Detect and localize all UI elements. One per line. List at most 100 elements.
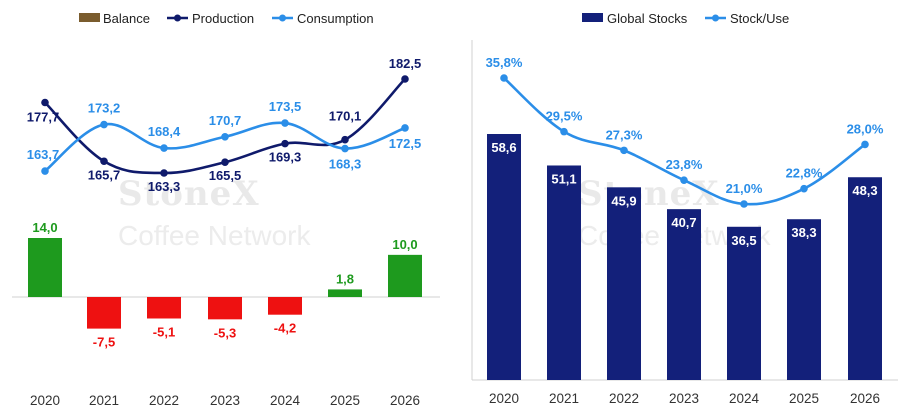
balance-data-label: -5,3 [214,325,236,340]
global-stocks-bar [787,219,821,380]
stock-use-point [620,146,628,155]
stock-use-point [560,127,568,136]
stock-use-data-label: 21,0% [726,181,763,196]
stock-use-data-label: 23,8% [666,157,703,172]
right-x-tick-label: 2026 [850,391,880,406]
consumption-point [281,119,289,127]
left-x-tick-label: 2025 [330,393,360,408]
production-point [160,169,168,177]
stock-use-data-label: 35,8% [486,55,523,70]
right-x-tick-label: 2024 [729,391,760,406]
production-data-label: 163,3 [148,179,181,194]
stock-use-point [740,200,748,208]
balance-data-label: -5,1 [153,324,175,339]
watermark-brand: StoneX [578,174,720,214]
production-point [281,139,289,148]
consumption-data-label: 170,7 [209,113,242,128]
global-stocks-bar [547,165,581,380]
consumption-data-label: 168,4 [148,124,181,139]
production-point [100,157,108,166]
production-data-label: 177,7 [27,110,60,125]
production-data-label: 169,3 [269,150,302,165]
production-data-label: 165,5 [209,168,242,183]
balance-bar [388,254,422,297]
production-point [41,98,49,107]
balance-bar [268,297,302,315]
global-stocks-data-label: 38,3 [791,225,816,240]
legend-marker-consumption [279,14,286,22]
global-stocks-bar [607,187,641,380]
global-stocks-data-label: 48,3 [852,183,877,198]
legend-swatch-balance [79,13,100,22]
stock-use-data-label: 28,0% [847,121,884,136]
balance-data-label: -4,2 [274,321,296,336]
balance-data-label: -7,5 [93,335,115,350]
consumption-data-label: 172,5 [389,136,422,151]
stock-use-point [680,176,688,184]
consumption-data-label: 163,7 [27,147,60,162]
legend-marker-production [174,14,181,22]
production-point [221,158,229,167]
balance-data-label: 1,8 [336,271,354,286]
stock-use-point [800,184,808,193]
legend-label-balance: Balance [103,11,150,26]
right-x-tick-label: 2025 [789,391,819,406]
legend-right: Global Stocks Stock/Use [582,11,789,26]
consumption-point [341,144,349,153]
watermark-brand: StoneX [118,174,260,214]
global-stocks-bar [727,226,761,380]
global-stocks-bar [667,209,701,380]
consumption-data-label: 173,2 [88,101,121,116]
left-plot: 14,0 -7,5 -5,1 -5,3 -4,2 1,8 10,0 177,7 165,7 163… [27,56,422,408]
balance-bar [28,238,62,297]
consumption-point [401,124,409,132]
stock-use-point [861,140,869,149]
stock-use-data-label: 29,5% [546,109,583,124]
global-stocks-data-label: 51,1 [551,171,576,186]
global-stocks-bar [487,134,521,380]
balance-bar [147,297,181,319]
consumption-point [100,120,108,129]
global-stocks-data-label: 40,7 [671,215,696,230]
left-x-tick-label: 2024 [270,393,301,408]
production-data-label: 182,5 [389,56,422,71]
legend-marker-stock-use [712,14,719,22]
legend-swatch-global-stocks [582,13,603,22]
watermark-subtitle: Coffee Network [118,220,311,251]
right-x-tick-label: 2022 [609,391,639,406]
production-data-label: 165,7 [88,167,121,182]
balance-data-label: 14,0 [32,220,57,235]
right-x-tick-label: 2023 [669,391,699,406]
balance-bar [208,297,242,320]
global-stocks-data-label: 58,6 [491,140,516,155]
left-x-tick-label: 2026 [390,393,420,408]
consumption-point [160,144,168,152]
left-x-tick-label: 2021 [89,393,119,408]
consumption-point [221,132,229,141]
legend-left: Balance Production Consumption [79,11,374,26]
production-data-label: 170,1 [329,109,362,124]
left-x-tick-label: 2020 [30,393,60,408]
balance-bar [328,289,362,297]
legend-label-production: Production [192,11,254,26]
consumption-data-label: 173,5 [269,99,302,114]
global-stocks-bar [848,177,882,380]
legend-label-consumption: Consumption [297,11,374,26]
consumption-point [41,167,49,175]
stock-use-data-label: 22,8% [786,166,823,181]
stock-use-point [500,74,508,82]
right-x-tick-label: 2021 [549,391,579,406]
left-x-tick-label: 2023 [210,393,240,408]
left-x-tick-label: 2022 [149,393,179,408]
global-stocks-data-label: 45,9 [611,193,636,208]
production-point [401,75,409,83]
watermark-left: StoneX Coffee Network [118,174,311,251]
right-x-tick-label: 2020 [489,391,519,406]
global-stocks-data-label: 36,5 [731,233,756,248]
stock-use-data-label: 27,3% [606,127,643,142]
balance-bar [87,297,121,329]
legend-label-stock-use: Stock/Use [730,11,789,26]
production-point [341,135,349,144]
